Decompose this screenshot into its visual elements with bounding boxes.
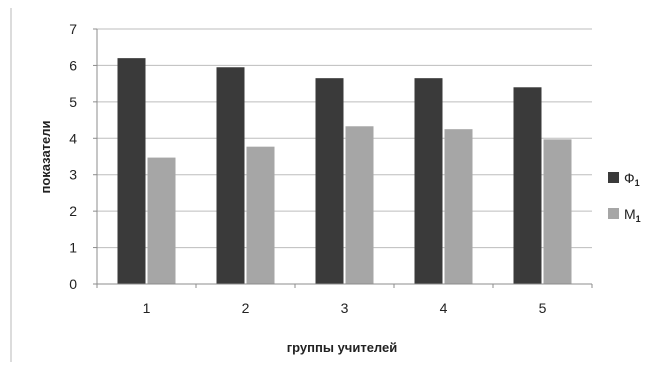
bar-m1-group-5 (543, 139, 572, 284)
legend-series-name: Ф (624, 170, 635, 186)
y-tick-labels: 0 1 2 3 4 5 6 7 (69, 21, 77, 292)
x-tick-label: 1 (143, 300, 151, 316)
y-tick-label: 7 (69, 21, 77, 37)
bar-m1-group-2 (246, 146, 275, 284)
bar-f1-group-2 (216, 67, 245, 284)
bar-f1-group-3 (315, 78, 344, 284)
y-tick-label: 6 (69, 57, 77, 73)
y-tick-label: 2 (69, 203, 77, 219)
bar-f1-group-4 (414, 78, 443, 284)
legend-series-subscript: 1 (635, 178, 640, 188)
x-tick-labels: 1 2 3 4 5 (143, 300, 547, 316)
legend-series-name: М (624, 206, 636, 222)
x-tick-label: 5 (539, 300, 547, 316)
x-tick-label: 4 (440, 300, 448, 316)
axes (93, 28, 593, 288)
legend-swatch-m1 (608, 208, 619, 219)
bar-m1-group-1 (147, 157, 176, 284)
legend-label-f1: Ф1 (624, 170, 640, 188)
y-tick-label: 0 (69, 276, 77, 292)
bar-m1-group-3 (345, 126, 374, 284)
y-tick-label: 1 (69, 240, 77, 256)
y-tick-label: 4 (69, 130, 77, 146)
legend-swatch-f1 (608, 172, 619, 183)
gridlines (97, 28, 592, 249)
bar-f1-group-5 (513, 87, 542, 285)
legend-series-subscript: 1 (636, 214, 641, 224)
legend-label-m1: М1 (624, 206, 641, 224)
y-tick-label: 3 (69, 167, 77, 183)
y-axis-title: показатели (38, 120, 53, 193)
x-axis-title: группы учителей (287, 340, 398, 355)
x-tick-label: 2 (242, 300, 250, 316)
y-tick-label: 5 (69, 94, 77, 110)
bars (117, 58, 572, 285)
bar-m1-group-4 (444, 129, 473, 284)
bar-f1-group-1 (117, 58, 146, 285)
x-tick-label: 3 (341, 300, 349, 316)
